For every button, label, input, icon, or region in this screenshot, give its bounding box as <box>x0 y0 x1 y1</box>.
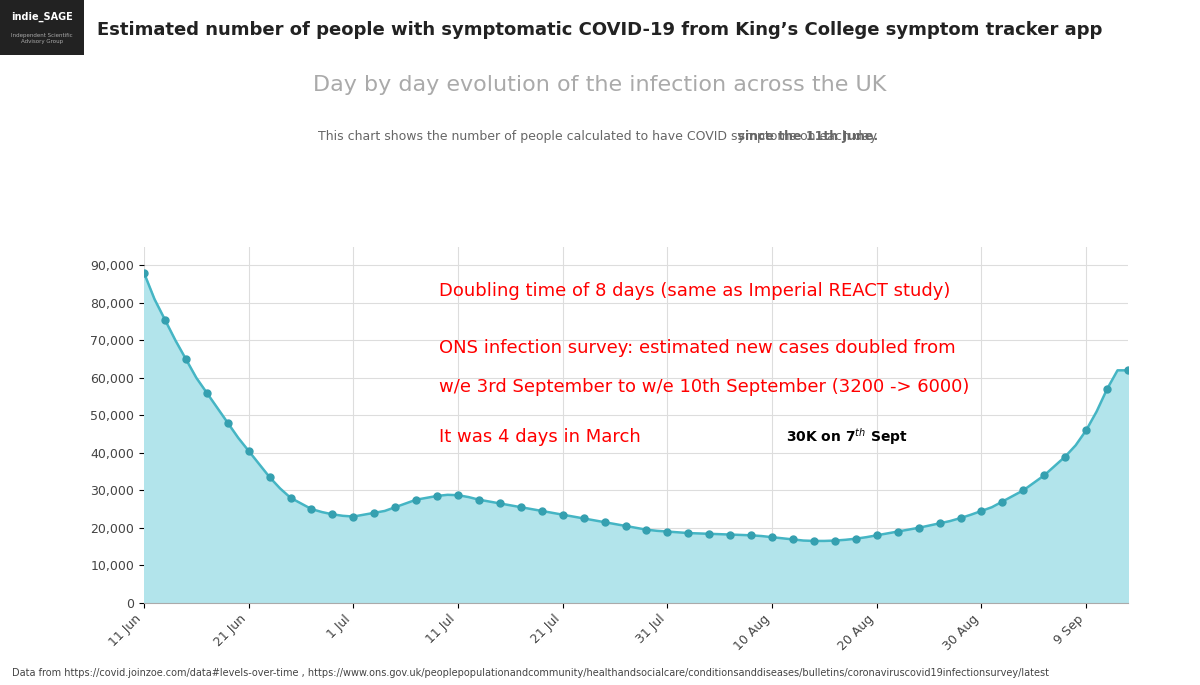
Text: Doubling time of 8 days (same as Imperial REACT study): Doubling time of 8 days (same as Imperia… <box>439 282 950 300</box>
Text: It was 4 days in March: It was 4 days in March <box>439 428 641 446</box>
Text: 30K on 7$^{th}$ Sept: 30K on 7$^{th}$ Sept <box>786 426 908 447</box>
Text: ONS infection survey: estimated new cases doubled from: ONS infection survey: estimated new case… <box>439 339 956 357</box>
Text: Day by day evolution of the infection across the UK: Day by day evolution of the infection ac… <box>313 75 887 95</box>
Text: since the 11th June.: since the 11th June. <box>322 130 878 143</box>
Text: Data from https://covid.joinzoe.com/data#levels-over-time , https://www.ons.gov.: Data from https://covid.joinzoe.com/data… <box>12 668 1049 678</box>
Text: w/e 3rd September to w/e 10th September (3200 -> 6000): w/e 3rd September to w/e 10th September … <box>439 378 970 397</box>
Text: This chart shows the number of people calculated to have COVID symptoms on each : This chart shows the number of people ca… <box>318 130 882 143</box>
Text: indie_SAGE: indie_SAGE <box>11 12 73 21</box>
Text: Estimated number of people with symptomatic COVID-19 from King’s College symptom: Estimated number of people with symptoma… <box>97 21 1103 38</box>
Text: Independent Scientific
Advisory Group: Independent Scientific Advisory Group <box>11 33 73 44</box>
